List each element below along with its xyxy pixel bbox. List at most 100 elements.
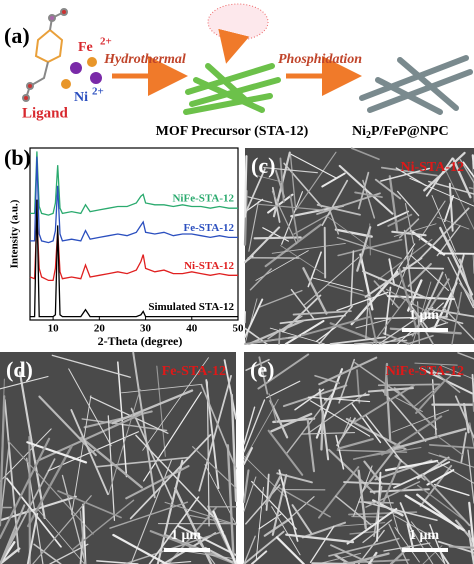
fiber (143, 391, 202, 482)
fiber (280, 245, 324, 275)
fiber (335, 434, 345, 470)
sample-name: Fe-STA-12 (162, 364, 226, 379)
fiber (317, 552, 362, 564)
fiber (433, 483, 470, 496)
fiber (245, 358, 270, 371)
fiber (356, 226, 372, 272)
fiber (350, 147, 380, 161)
fiber (338, 358, 356, 404)
fiber (301, 521, 347, 539)
fiber (80, 436, 143, 489)
series-line (29, 216, 238, 282)
fiber (316, 192, 381, 215)
fiber (28, 435, 31, 564)
fiber (320, 410, 325, 451)
panel-label: (b) (4, 145, 31, 170)
fiber (394, 526, 420, 563)
fiber (373, 485, 383, 538)
fiber (268, 393, 278, 424)
fiber (467, 449, 474, 504)
fiber (26, 512, 39, 564)
fiber (336, 291, 389, 312)
fiber (255, 486, 264, 560)
fiber (292, 310, 352, 316)
fiber (414, 362, 458, 366)
fiber (33, 543, 62, 564)
fiber (200, 384, 237, 470)
fiber (223, 359, 237, 420)
fiber (338, 417, 352, 445)
fiber (244, 298, 258, 345)
fiber (415, 381, 445, 414)
fiber (399, 502, 416, 538)
fiber (0, 428, 52, 482)
fiber (107, 415, 116, 522)
x-tick-label: 30 (140, 323, 152, 335)
fiber (95, 456, 191, 468)
plot-frame (29, 147, 239, 321)
fiber (388, 523, 409, 564)
fiber (51, 354, 131, 378)
fiber (301, 315, 372, 337)
fiber (243, 155, 248, 218)
fiber (429, 524, 446, 564)
fiber (417, 484, 469, 524)
fiber (426, 469, 455, 486)
fiber (243, 455, 288, 500)
fiber (81, 418, 168, 432)
sample-name: NiFe-STA-12 (386, 364, 464, 379)
fiber (315, 368, 344, 439)
fiber (286, 393, 333, 454)
scheme: (a) Ligand Fe 2+ Ni 2+ Hydrothermal MOF … (4, 3, 473, 141)
fiber (156, 365, 166, 457)
fiber (264, 223, 322, 268)
fiber (36, 413, 142, 462)
fiber (328, 537, 400, 557)
fiber (318, 356, 378, 386)
x-tick-label: 50 (233, 323, 245, 335)
fiber (398, 218, 420, 239)
fiber (404, 203, 415, 244)
fiber (253, 174, 284, 183)
step-label: Phosphidation (278, 52, 362, 67)
fiber (96, 560, 139, 564)
fiber (244, 337, 289, 345)
fiber (419, 464, 453, 507)
scale-bar (402, 328, 448, 332)
fiber (393, 461, 451, 489)
green-rods (183, 63, 281, 115)
fiber (354, 361, 405, 398)
series-label: Simulated STA-12 (148, 301, 234, 313)
fiber (434, 433, 464, 456)
fiber (447, 256, 474, 309)
fiber (385, 288, 449, 324)
fiber (318, 388, 330, 461)
fiber (440, 365, 474, 380)
fiber (187, 514, 237, 526)
fiber (383, 542, 431, 552)
fiber (68, 368, 112, 447)
scale-bar (402, 548, 448, 552)
fiber (404, 494, 465, 532)
fiber (355, 446, 422, 459)
fiber (354, 191, 383, 199)
fiber (381, 389, 427, 442)
fiber (271, 190, 298, 245)
fiber (245, 484, 281, 525)
fiber (111, 389, 194, 425)
fiber (142, 357, 209, 451)
series-label: Ni-STA-12 (184, 260, 234, 272)
fiber (436, 225, 461, 257)
fiber (26, 441, 88, 464)
fiber (462, 161, 474, 178)
panel-label: (e) (250, 357, 274, 382)
scale-label: 1 μm (171, 528, 201, 543)
fiber (307, 392, 367, 434)
fiber (365, 415, 403, 463)
fiber (425, 157, 454, 197)
fiber (301, 432, 356, 435)
fiber (338, 164, 394, 215)
scale-label: 1 μm (409, 308, 439, 323)
fiber (330, 544, 373, 564)
